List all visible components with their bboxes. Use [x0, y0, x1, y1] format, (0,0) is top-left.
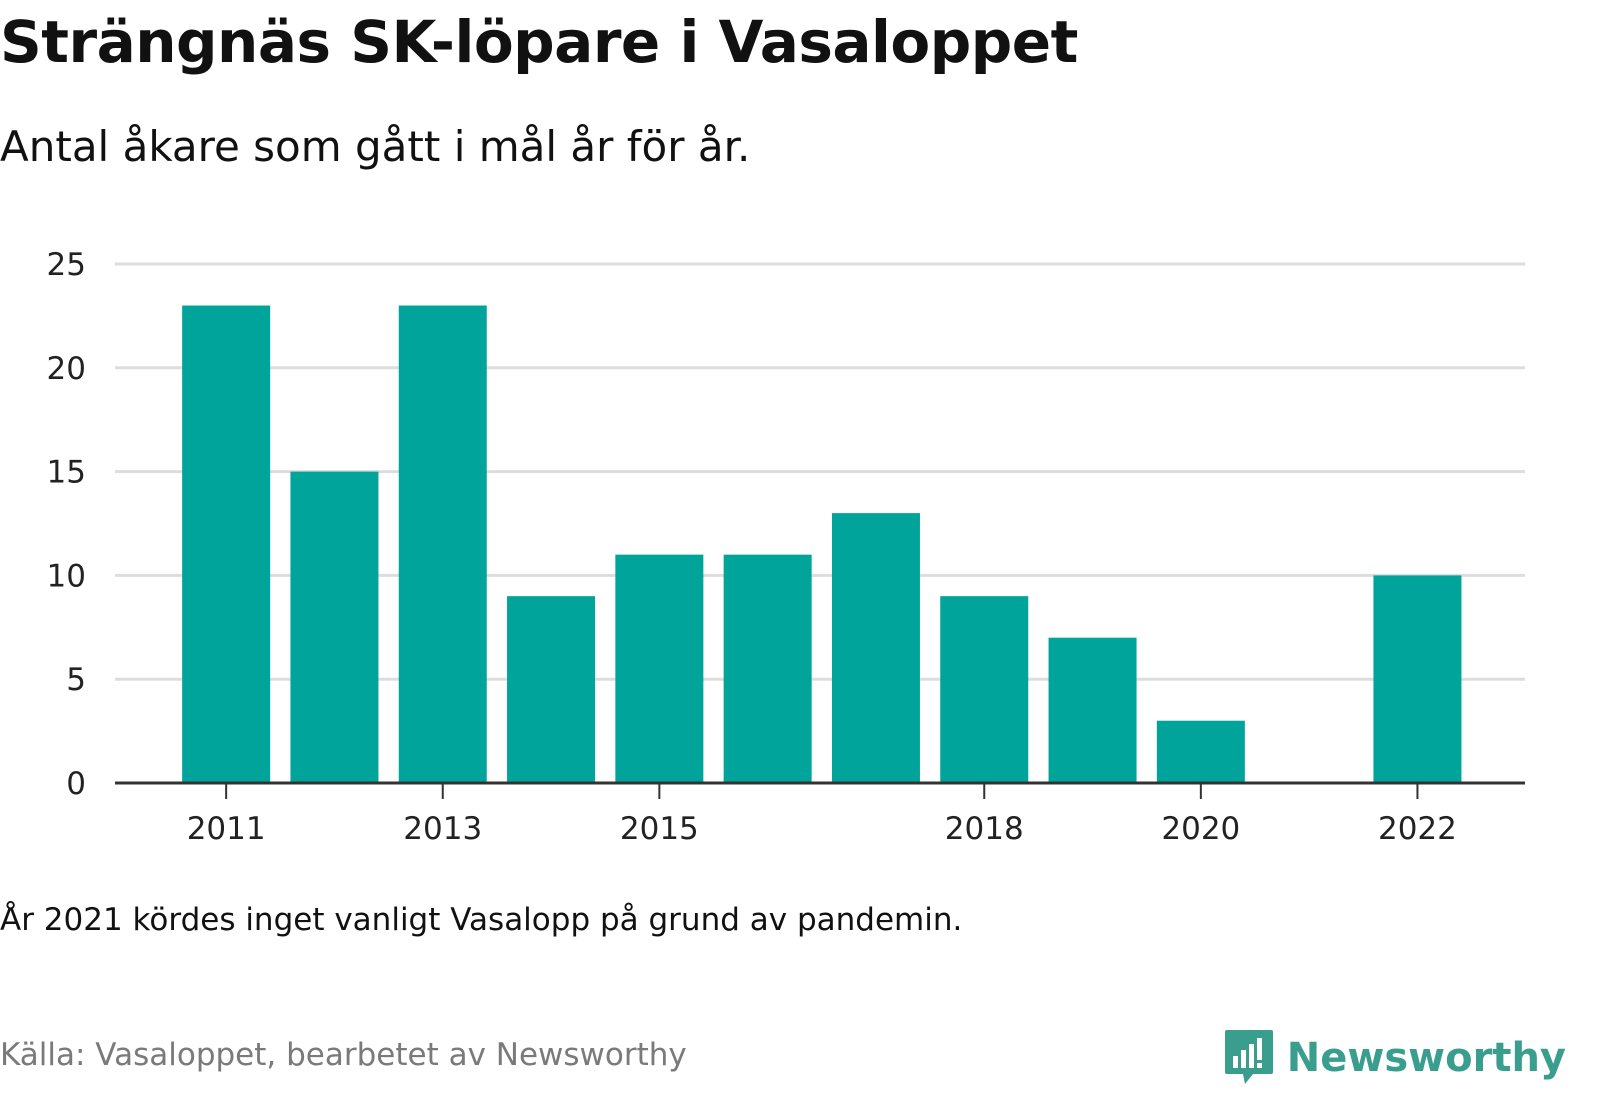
brand-logo: Newsworthy — [1223, 1028, 1566, 1088]
chart-subtitle: Antal åkare som gått i mål år för år. — [0, 122, 751, 171]
bar-2019 — [1048, 637, 1137, 783]
y-tick-label: 25 — [47, 247, 86, 283]
bars — [182, 305, 1462, 783]
bar-chart: 0 5 10 15 20 25 2011 2013 2015 2018 2020 2022 — [47, 247, 1525, 847]
newsworthy-logo-icon — [1224, 1030, 1273, 1084]
x-tick-label: 2015 — [620, 811, 699, 847]
chart-title: Strängnäs SK-löpare i Vasaloppet — [0, 8, 1078, 76]
y-tick-label: 5 — [66, 662, 86, 698]
y-tick-label: 15 — [47, 455, 86, 491]
y-tick-label: 20 — [47, 351, 86, 387]
bar-2018 — [940, 596, 1029, 783]
bar-2017 — [831, 513, 920, 783]
bar-2013 — [398, 305, 487, 783]
bar-2014 — [507, 596, 596, 783]
x-tick-label: 2018 — [945, 811, 1024, 847]
bar-2012 — [290, 471, 379, 783]
x-tick-label: 2013 — [403, 811, 482, 847]
y-tick-label: 0 — [66, 766, 86, 802]
y-axis-ticks: 0 5 10 15 20 25 — [47, 247, 86, 802]
bar-2011 — [182, 305, 271, 783]
x-tick-label: 2011 — [187, 811, 266, 847]
x-tick-label: 2022 — [1378, 811, 1457, 847]
y-tick-label: 10 — [47, 558, 86, 594]
brand-name: Newsworthy — [1286, 1035, 1566, 1081]
source-credit: Källa: Vasaloppet, bearbetet av Newswort… — [0, 1037, 687, 1073]
x-axis-ticks: 2011 2013 2015 2018 2020 2022 — [187, 783, 1457, 847]
bar-2016 — [723, 554, 812, 783]
x-tick-label: 2020 — [1161, 811, 1240, 847]
bar-2020 — [1156, 720, 1245, 783]
bar-2015 — [615, 554, 704, 783]
bar-2022 — [1373, 575, 1462, 783]
chart-footnote: År 2021 kördes inget vanligt Vasalopp på… — [0, 902, 963, 938]
